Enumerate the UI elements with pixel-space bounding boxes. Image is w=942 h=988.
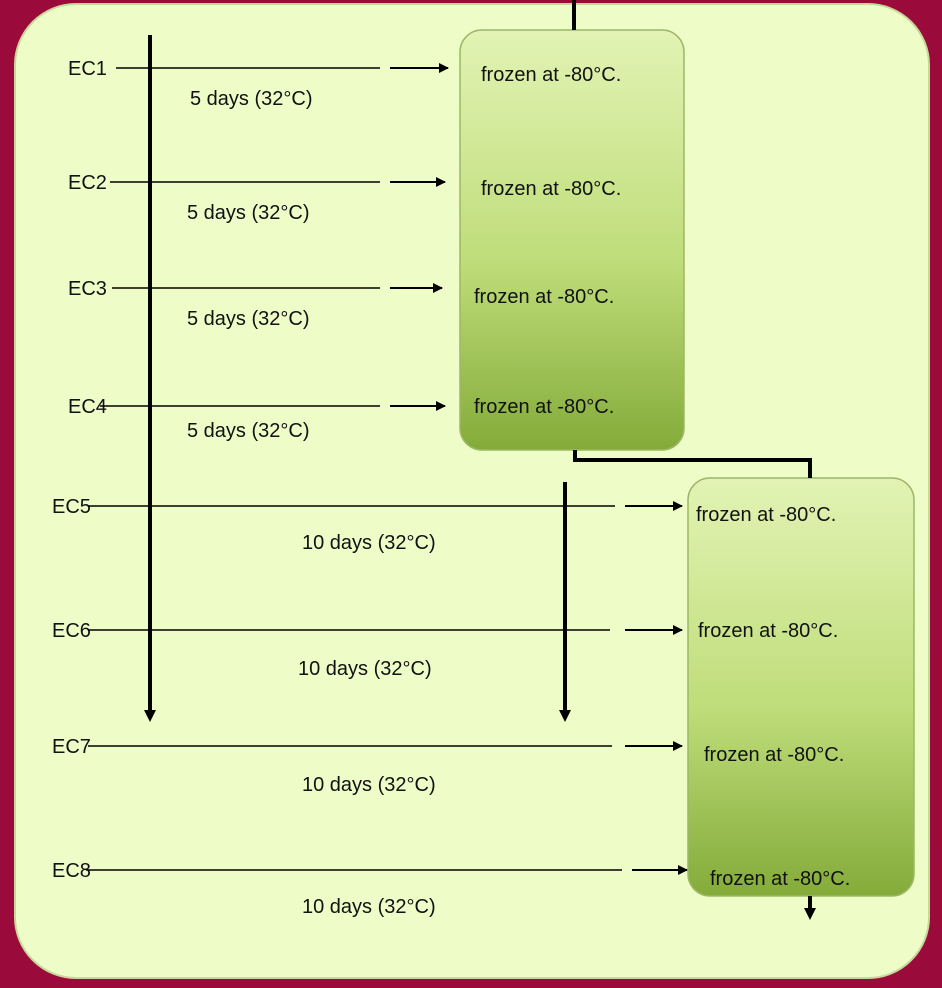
output-arrowhead (804, 908, 816, 920)
duration-label-4: 5 days (32°C) (187, 420, 310, 442)
duration-label-6: 10 days (32°C) (298, 658, 432, 680)
sample-label-4: EC4 (68, 396, 107, 418)
duration-label-3: 5 days (32°C) (187, 308, 310, 330)
box-connector (573, 450, 812, 478)
freezer-box-1 (459, 29, 685, 451)
sample-label-7: EC7 (52, 736, 91, 758)
storage-label-3: frozen at -80°C. (474, 286, 614, 308)
sample-label-2: EC2 (68, 172, 107, 194)
storage-label-8: frozen at -80°C. (710, 868, 850, 890)
sample-label-1: EC1 (68, 58, 107, 80)
freezer-box-2 (687, 477, 915, 897)
storage-label-2: frozen at -80°C. (481, 178, 621, 200)
timeline-main-arrowhead (144, 710, 156, 722)
duration-label-1: 5 days (32°C) (190, 88, 313, 110)
sample-label-6: EC6 (52, 620, 91, 642)
storage-label-1: frozen at -80°C. (481, 64, 621, 86)
storage-label-4: frozen at -80°C. (474, 396, 614, 418)
sample-rows: EC1 5 days (32°C) frozen at -80°C. EC2 5 day… (52, 58, 850, 918)
duration-label-7: 10 days (32°C) (302, 774, 436, 796)
sample-label-3: EC3 (68, 278, 107, 300)
sample-label-5: EC5 (52, 496, 91, 518)
timeline-secondary-arrowhead (559, 710, 571, 722)
storage-label-5: frozen at -80°C. (696, 504, 836, 526)
sample-label-8: EC8 (52, 860, 91, 882)
duration-label-5: 10 days (32°C) (302, 532, 436, 554)
storage-label-6: frozen at -80°C. (698, 620, 838, 642)
duration-label-2: 5 days (32°C) (187, 202, 310, 224)
duration-label-8: 10 days (32°C) (302, 896, 436, 918)
storage-label-7: frozen at -80°C. (704, 744, 844, 766)
